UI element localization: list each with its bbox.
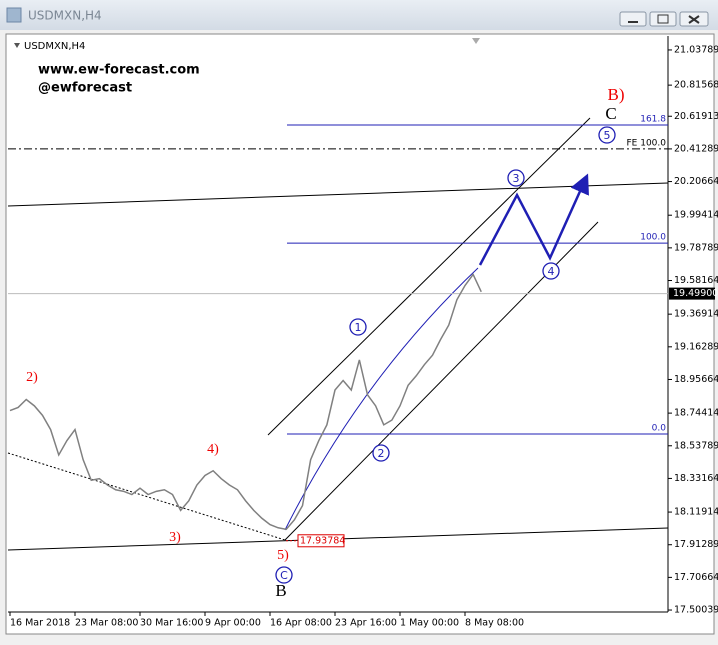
y-tick-label: 21.03789: [674, 44, 718, 55]
y-tick-label: 18.33164: [674, 473, 718, 484]
y-tick-label: 20.81568: [674, 80, 718, 91]
y-tick-label: 19.58164: [674, 275, 718, 286]
wave-label: B): [608, 85, 625, 104]
chart-title: USDMXN,H4: [24, 41, 85, 52]
wave-circle: [598, 126, 616, 144]
trend-line: [7, 452, 286, 541]
fib-label: FE 100.0: [627, 138, 667, 148]
y-tick-label: 20.20664: [674, 176, 718, 187]
wave-circle: [349, 318, 367, 336]
y-tick-label: 18.95664: [674, 374, 718, 385]
trend-line: [7, 182, 669, 207]
y-tick-label: 17.91289: [674, 539, 718, 550]
wave-circle: [507, 169, 525, 187]
x-tick-label: 23 Apr 16:00: [335, 618, 397, 629]
y-tick-label: 19.36914: [674, 309, 718, 320]
wave-label: 5): [277, 548, 289, 563]
y-tick-label: 18.11914: [674, 507, 718, 518]
y-tick-label: 19.99414: [674, 210, 718, 221]
x-tick-label: 23 Mar 08:00: [75, 618, 138, 629]
circled-wave-label: 5: [604, 129, 611, 142]
x-tick-label: 1 May 00:00: [400, 618, 459, 629]
x-tick-label: 16 Apr 08:00: [270, 618, 332, 629]
last-price-label: 19.49900: [673, 288, 718, 299]
wave-circle: [542, 262, 560, 280]
drawings: [7, 117, 669, 551]
last-price-box: [669, 287, 715, 300]
x-tick-label: 9 Apr 00:00: [205, 618, 261, 629]
minimize-button[interactable]: [619, 11, 647, 27]
low-price-box: [297, 534, 345, 548]
symbol-marker: [14, 43, 20, 48]
circled-wave-label: 2: [378, 447, 385, 460]
wave-label: B: [275, 581, 286, 600]
title-bar: [0, 0, 718, 30]
price-line: [9, 272, 482, 531]
circled-wave-label: 4: [548, 265, 555, 278]
circled-wave-label: 1: [355, 321, 362, 334]
y-tick-label: 20.41289: [674, 143, 718, 154]
window-title: USDMXN,H4: [28, 9, 102, 23]
fib-label: 161.8: [640, 114, 666, 124]
x-tick-label: 30 Mar 16:00: [140, 618, 203, 629]
y-tick-label: 19.16289: [674, 341, 718, 352]
fib-label: 0.0: [652, 424, 667, 434]
wave-circle: [372, 444, 390, 462]
wave-label: C: [605, 104, 616, 123]
circled-wave-label: 3: [513, 172, 520, 185]
window-buttons[interactable]: [619, 11, 709, 27]
forecast-path: [478, 173, 589, 266]
window-icon: [6, 7, 22, 23]
y-tick-label: 17.50039: [674, 605, 718, 616]
circled-wave-label: C: [280, 569, 288, 582]
y-tick-label: 19.78789: [674, 242, 718, 253]
maximize-button[interactable]: [649, 11, 677, 27]
watermark: www.ew-forecast.com: [38, 63, 200, 78]
y-tick-label: 18.53789: [674, 440, 718, 451]
fib-label: 100.0: [640, 233, 666, 243]
low-price-label: 17.93784: [300, 535, 345, 546]
y-tick-label: 18.74414: [674, 408, 718, 419]
wave-circle: [275, 566, 293, 584]
x-tick-label: 16 Mar 2018: [10, 618, 70, 629]
x-tick-label: 8 May 08:00: [465, 618, 524, 629]
shift-marker: [472, 38, 480, 44]
channel-line: [267, 117, 591, 436]
watermark: @ewforecast: [38, 81, 132, 96]
wave-label: 2): [26, 370, 38, 385]
y-tick-label: 17.70664: [674, 572, 718, 583]
y-tick-label: 20.61913: [674, 111, 718, 122]
wave-label: 4): [207, 442, 219, 457]
wave-label: 3): [169, 530, 181, 545]
